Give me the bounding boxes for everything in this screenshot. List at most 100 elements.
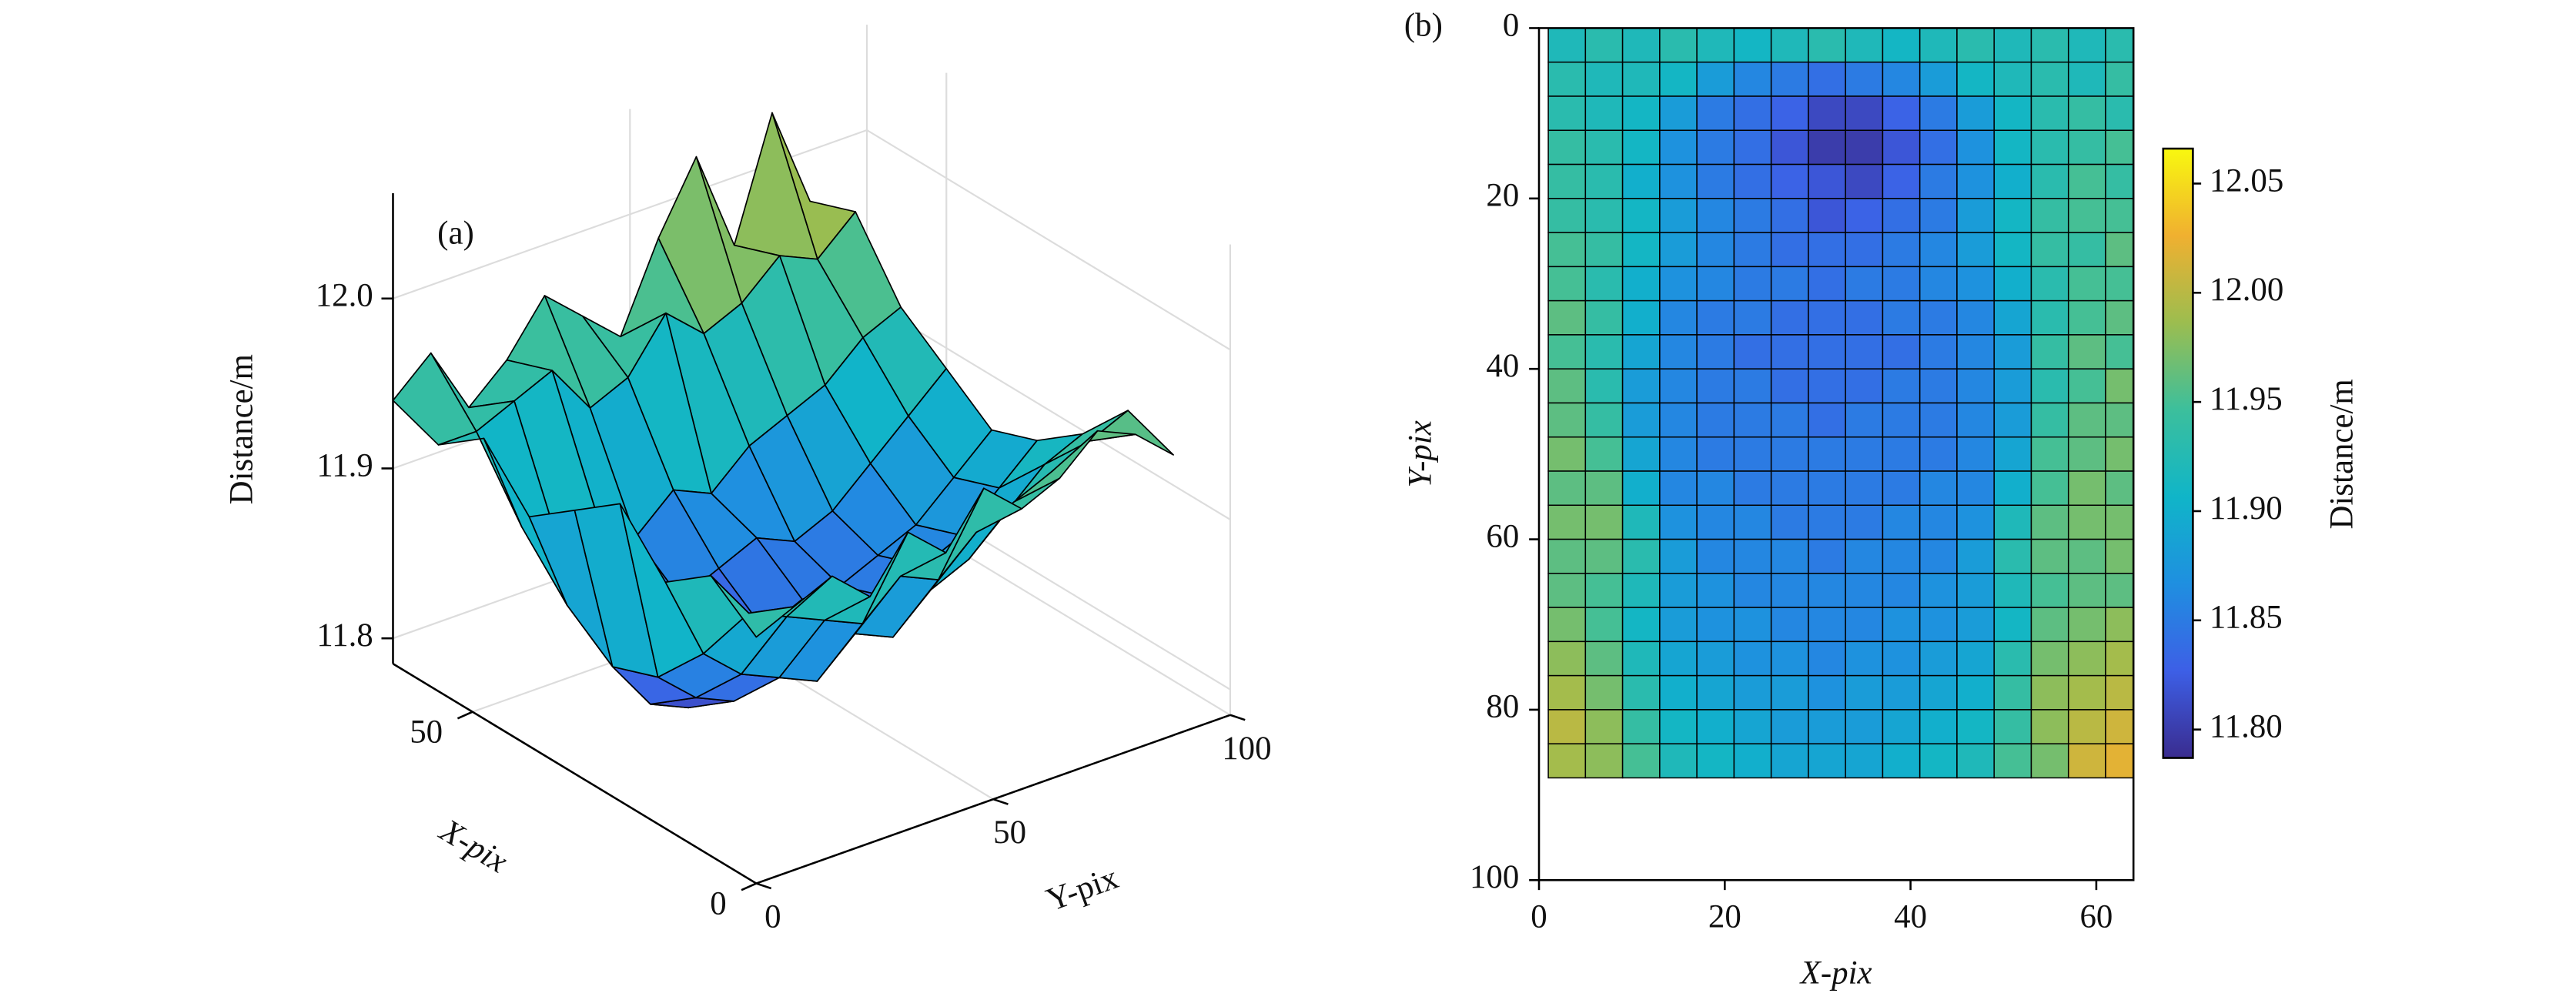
heatmap-cell [1919, 95, 1958, 132]
heatmap-cell [1919, 402, 1958, 438]
heatmap-cell [1845, 607, 1884, 643]
heatmap-cell [1733, 198, 1772, 233]
heatmap-cell [1956, 402, 1995, 438]
x-tick-label: 50 [410, 714, 443, 751]
y-tick-label: 40 [1486, 348, 1519, 384]
heatmap-cell [1845, 266, 1884, 302]
heatmap-cell [2067, 368, 2106, 404]
heatmap-cell [1770, 674, 1809, 711]
heatmap-cell [1956, 266, 1995, 302]
heatmap-cell [1621, 538, 1661, 574]
heatmap-cell [1993, 607, 2032, 643]
heatmap-cell [1696, 299, 1735, 336]
heatmap-cell [1808, 674, 1846, 711]
heatmap-cell [2105, 504, 2134, 540]
heatmap-cell [1584, 640, 1624, 677]
heatmap-cell [2067, 198, 2106, 233]
surface-patch [710, 574, 795, 638]
heatmap-cell [1882, 402, 1921, 438]
heatmap-cell [1621, 95, 1661, 132]
heatmap-cell [1993, 674, 2032, 711]
heatmap-cell [1993, 709, 2032, 744]
heatmap-cell [1882, 709, 1921, 744]
y-tick-label: 0 [764, 899, 781, 935]
heatmap-cell [1993, 640, 2032, 677]
heatmap-cell [1696, 232, 1735, 268]
heatmap-cell [1621, 470, 1661, 507]
y-tick [992, 798, 1009, 805]
heatmap-cell [1845, 538, 1884, 574]
heatmap-cell [1547, 368, 1587, 404]
heatmap-cell [2067, 436, 2106, 472]
heatmap-cell [1547, 334, 1587, 370]
heatmap-cell [1808, 538, 1846, 574]
heatmap-cell [1808, 607, 1846, 643]
heatmap-cell [2030, 743, 2069, 779]
heatmap-cell [1733, 299, 1772, 336]
heatmap-cell [1659, 232, 1698, 268]
heatmap-cell [1770, 402, 1809, 438]
heatmap-cell [1696, 743, 1735, 779]
heatmap-cell [2105, 743, 2134, 779]
heatmap-cell [1733, 538, 1772, 574]
heatmap-cell [2105, 470, 2134, 507]
heatmap-cell [2030, 674, 2069, 711]
heatmap-cell [1659, 607, 1698, 643]
x-axis-label: X-pix [433, 811, 514, 880]
heatmap-cell [2105, 266, 2134, 302]
heatmap-cell [1584, 299, 1624, 336]
heatmap-cell [1882, 436, 1921, 472]
heatmap-cell [1733, 129, 1772, 166]
heatmap-cell [1584, 743, 1624, 779]
heatmap-cell [1919, 334, 1958, 370]
heatmap-cell [1956, 299, 1995, 336]
heatmap-cell [1882, 368, 1921, 404]
heatmap-cell [2105, 368, 2134, 404]
heatmap-cell [2030, 266, 2069, 302]
heatmap-cell [1659, 334, 1698, 370]
heatmap-cell [1919, 299, 1958, 336]
heatmap-cell [1659, 538, 1698, 574]
heatmap-cell [2105, 299, 2134, 336]
heatmap-cell [2030, 504, 2069, 540]
heatmap-cell [2067, 129, 2106, 166]
colorbar-tick-label: 11.80 [2210, 709, 2283, 745]
heatmap-cell [1584, 163, 1624, 199]
heatmap-cell [1770, 27, 1809, 63]
heatmap-cell [1770, 504, 1809, 540]
y-tick [1229, 714, 1246, 721]
heatmap-cell [1956, 95, 1995, 132]
heatmap-cell [1547, 640, 1587, 677]
heatmap-cell [1584, 266, 1624, 302]
heatmap-cell [1919, 61, 1958, 97]
heatmap-cell [1770, 198, 1809, 233]
heatmap-cell [2105, 709, 2134, 744]
heatmap-cell [1770, 129, 1809, 166]
heatmap-cell [1845, 198, 1884, 233]
heatmap-cell [1547, 504, 1587, 540]
heatmap-cell [1696, 709, 1735, 744]
z-tick-label: 11.9 [316, 447, 373, 483]
heatmap-cell [1696, 95, 1735, 132]
heatmap-cell [1845, 163, 1884, 199]
y-tick-label: 50 [993, 814, 1026, 851]
y-tick-label: 0 [1503, 7, 1519, 43]
heatmap-cell [2030, 640, 2069, 677]
colorbar-tick-label: 12.00 [2210, 272, 2283, 308]
heatmap-cell [1584, 607, 1624, 643]
heatmap-cell [1808, 198, 1846, 233]
heatmap-cell [2030, 163, 2069, 199]
heatmap-cell [1808, 743, 1846, 779]
heatmap-cell [1919, 129, 1958, 166]
heatmap-cell [2105, 538, 2134, 574]
heatmap-cell [2067, 402, 2106, 438]
heatmap-cell [1808, 266, 1846, 302]
heatmap-cell [2030, 61, 2069, 97]
heatmap-cell [1808, 640, 1846, 677]
heatmap-cell [1659, 504, 1698, 540]
heatmap-cell [1919, 709, 1958, 744]
heatmap-cell [1696, 266, 1735, 302]
heatmap-cell [1547, 232, 1587, 268]
heatmap-cell [1919, 198, 1958, 233]
heatmap-cell [1956, 334, 1995, 370]
